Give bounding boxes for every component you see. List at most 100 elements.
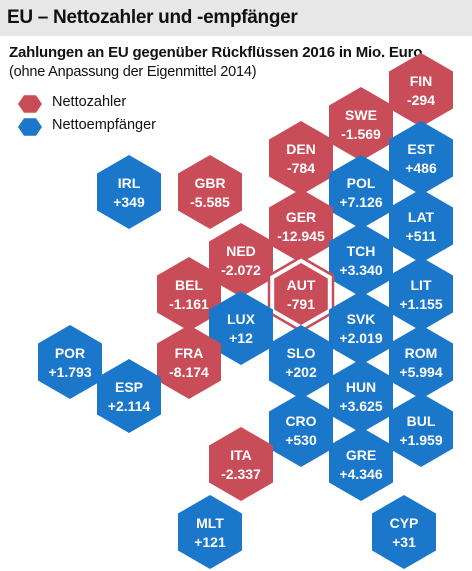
hex-tile-por: POR +1.793 xyxy=(38,325,102,399)
hex-tile-esp: ESP +2.114 xyxy=(97,359,161,433)
hex-shape xyxy=(389,53,453,127)
title-bar xyxy=(0,0,472,36)
hex-value-label: +349 xyxy=(113,194,145,210)
chart-note: (ohne Anpassung der Eigenmittel 2014) xyxy=(9,64,257,80)
hex-country-code: TCH xyxy=(347,243,376,259)
hex-value-label: +511 xyxy=(406,228,437,244)
hex-value-label: -791 xyxy=(287,296,315,312)
hex-value-label: -1.569 xyxy=(341,126,381,142)
hex-tile-mlt: MLT +121 xyxy=(178,495,242,569)
hex-tile-fra: FRA -8.174 xyxy=(157,325,221,399)
hex-country-code: LIT xyxy=(411,277,432,293)
hex-shape-inner xyxy=(274,263,328,325)
hex-tile-hun: HUN +3.625 xyxy=(329,359,393,433)
hex-value-label: +121 xyxy=(194,534,226,550)
hex-country-code: ROM xyxy=(405,345,438,361)
hex-tile-cyp: CYP +31 xyxy=(372,495,436,569)
hex-country-code: FRA xyxy=(175,345,204,361)
hex-shape xyxy=(329,155,393,229)
hex-tile-bel: BEL -1.161 xyxy=(157,257,221,331)
hex-country-code: CRO xyxy=(285,413,316,429)
hex-tile-aut: AUT -791 xyxy=(267,255,335,333)
hex-country-code: LAT xyxy=(408,209,435,225)
hex-shape xyxy=(389,393,453,467)
hex-shape xyxy=(329,291,393,365)
hex-shape xyxy=(209,291,273,365)
hex-country-code: BUL xyxy=(407,413,436,429)
hex-value-label: +5.994 xyxy=(399,364,442,380)
hex-shape xyxy=(157,325,221,399)
hex-shape xyxy=(178,495,242,569)
hex-tile-est: EST +486 xyxy=(389,121,453,195)
hex-tile-svk: SVK +2.019 xyxy=(329,291,393,365)
hex-country-code: POR xyxy=(55,345,85,361)
hex-value-label: +2.019 xyxy=(339,330,382,346)
hex-country-code: GER xyxy=(286,209,316,225)
hex-shape xyxy=(329,427,393,501)
hex-shape xyxy=(269,325,333,399)
hex-country-code: HUN xyxy=(346,379,376,395)
hex-country-code: SWE xyxy=(345,107,377,123)
hex-country-code: POL xyxy=(347,175,376,191)
hex-shape xyxy=(209,427,273,501)
hex-value-label: +31 xyxy=(392,534,416,550)
hex-tile-swe: SWE -1.569 xyxy=(329,87,393,161)
hex-value-label: -784 xyxy=(287,160,315,176)
hex-tiles: FIN -294 SWE -1.569 EST +486 DEN -784 POL +7.126 I… xyxy=(38,53,453,569)
hex-tile-rom: ROM +5.994 xyxy=(389,325,453,399)
hex-shape xyxy=(329,87,393,161)
hex-country-code: ESP xyxy=(115,379,143,395)
hex-shape xyxy=(269,189,333,263)
hex-value-label: -2.072 xyxy=(221,262,261,278)
hex-tile-cro: CRO +530 xyxy=(269,393,333,467)
hex-shape xyxy=(329,359,393,433)
hex-value-label: +3.625 xyxy=(339,398,382,414)
hex-country-code: EST xyxy=(407,141,435,157)
hex-tile-tch: TCH +3.340 xyxy=(329,223,393,297)
hex-value-label: -8.174 xyxy=(169,364,209,380)
hex-shape xyxy=(372,495,436,569)
hex-tile-slo: SLO +202 xyxy=(269,325,333,399)
hex-tile-ger: GER -12.945 xyxy=(269,189,333,263)
hex-country-code: MLT xyxy=(196,515,224,531)
hex-tile-gre: GRE +4.346 xyxy=(329,427,393,501)
hex-tile-bul: BUL +1.959 xyxy=(389,393,453,467)
hex-country-code: IRL xyxy=(118,175,141,191)
hex-shape xyxy=(157,257,221,331)
hex-country-code: FIN xyxy=(410,73,433,89)
hex-tile-ned: NED -2.072 xyxy=(209,223,273,297)
hex-shape xyxy=(97,155,161,229)
hex-country-code: NED xyxy=(226,243,256,259)
hex-shape xyxy=(269,121,333,195)
hex-value-label: +1.959 xyxy=(399,432,442,448)
hex-tile-den: DEN -784 xyxy=(269,121,333,195)
hex-value-label: +7.126 xyxy=(339,194,382,210)
hex-value-label: -12.945 xyxy=(277,228,325,244)
hex-shape xyxy=(389,257,453,331)
hex-value-label: -5.585 xyxy=(190,194,230,210)
legend-swatch-net-payer xyxy=(18,95,42,113)
hex-value-label: +12 xyxy=(229,330,253,346)
hex-country-code: AUT xyxy=(287,277,316,293)
hex-value-label: -2.337 xyxy=(221,466,261,482)
hex-value-label: +486 xyxy=(405,160,437,176)
legend-label-net-receiver: Nettoempfänger xyxy=(52,117,156,133)
hex-country-code: DEN xyxy=(286,141,316,157)
hex-shape xyxy=(389,189,453,263)
hex-country-code: BEL xyxy=(175,277,203,293)
hex-country-code: SLO xyxy=(287,345,316,361)
hex-tile-pol: POL +7.126 xyxy=(329,155,393,229)
hex-country-code: ITA xyxy=(230,447,252,463)
hex-shape xyxy=(389,121,453,195)
hex-country-code: SVK xyxy=(347,311,376,327)
hex-tile-gbr: GBR -5.585 xyxy=(178,155,242,229)
hex-value-label: +202 xyxy=(285,364,317,380)
hex-tile-lit: LIT +1.155 xyxy=(389,257,453,331)
hex-shape xyxy=(97,359,161,433)
hex-tile-ita: ITA -2.337 xyxy=(209,427,273,501)
hex-shape xyxy=(38,325,102,399)
hex-value-label: +3.340 xyxy=(339,262,382,278)
hex-country-code: GRE xyxy=(346,447,376,463)
legend xyxy=(18,95,42,136)
